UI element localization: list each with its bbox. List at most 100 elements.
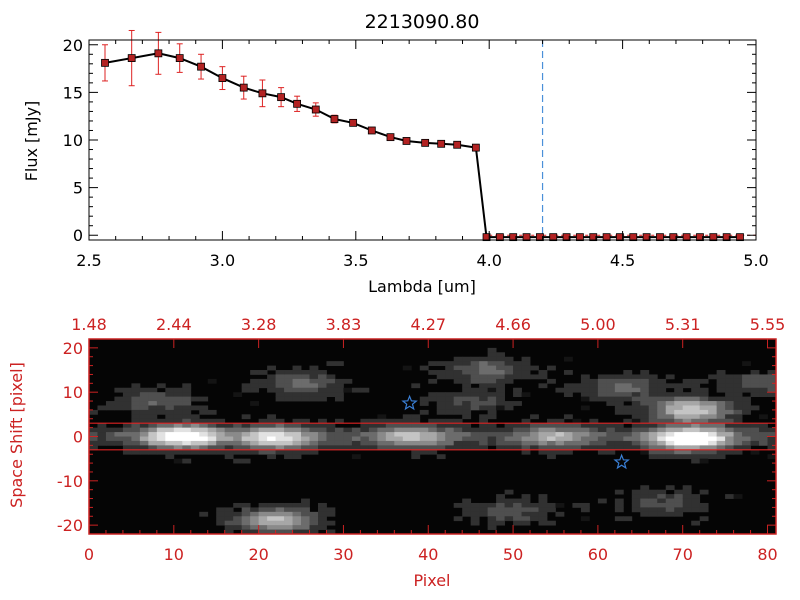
top-axis-label: 5.31 xyxy=(665,315,701,334)
heatmap-cell xyxy=(318,383,327,389)
heatmap-cell xyxy=(708,432,718,437)
heatmap-cell xyxy=(411,432,421,437)
heatmap-cell xyxy=(657,454,667,460)
heatmap-cell xyxy=(258,516,268,522)
heatmap-cell xyxy=(767,374,777,380)
heatmap-cell xyxy=(674,414,684,420)
heatmap-cell xyxy=(309,383,319,389)
heatmap-cell xyxy=(301,498,310,504)
heatmap-cell xyxy=(648,449,658,455)
heatmap-cell xyxy=(445,409,455,415)
heatmap-cell xyxy=(199,432,209,437)
heatmap-cell xyxy=(563,436,573,442)
heatmap-cell xyxy=(267,432,276,437)
heatmap-cell xyxy=(487,383,497,389)
heatmap-cell xyxy=(199,445,209,451)
heatmap-cell xyxy=(267,365,276,371)
heatmap-cell xyxy=(114,401,124,406)
heatmap-cell xyxy=(216,507,226,513)
heatmap-cell xyxy=(445,405,455,411)
heatmap-cell xyxy=(165,449,175,455)
heatmap-cell xyxy=(496,445,505,451)
heatmap-cell xyxy=(148,396,158,402)
heatmap-cell xyxy=(521,392,531,398)
heatmap-cell xyxy=(258,520,268,526)
heatmap-cell xyxy=(657,436,667,442)
heatmap-cell xyxy=(631,423,641,429)
heatmap-cell xyxy=(614,516,624,522)
heatmap-cell xyxy=(275,520,285,526)
heatmap-cell xyxy=(547,423,556,429)
heatmap-cell xyxy=(462,401,472,406)
heatmap-cell xyxy=(326,374,336,380)
heatmap-cell xyxy=(139,409,149,415)
heatmap-cell xyxy=(453,427,463,433)
heatmap-cell xyxy=(411,440,421,446)
heatmap-cell xyxy=(657,405,667,411)
heatmap-cell xyxy=(699,387,709,393)
heatmap-cell xyxy=(173,436,183,442)
heatmap-cell xyxy=(733,436,743,442)
heatmap-cell xyxy=(750,387,760,393)
heatmap-cell xyxy=(716,374,726,380)
heatmap-cell xyxy=(453,502,463,508)
heatmap-cell xyxy=(648,405,658,411)
heatmap-cell xyxy=(97,427,107,433)
heatmap-cell xyxy=(250,370,260,375)
heatmap-cell xyxy=(207,427,217,433)
heatmap-cell xyxy=(699,445,709,451)
heatmap-cell xyxy=(470,507,480,513)
heatmap-cell xyxy=(470,405,480,411)
heatmap-cell xyxy=(504,378,514,384)
heatmap-cell xyxy=(657,494,667,499)
heatmap-cell xyxy=(640,414,650,420)
heatmap-cell xyxy=(657,418,667,424)
heatmap-cell xyxy=(445,370,455,375)
heatmap-cell xyxy=(419,365,429,371)
heatmap-cell xyxy=(742,383,751,389)
heatmap-cell xyxy=(759,378,768,384)
heatmap-cell xyxy=(614,432,624,437)
heatmap-cell xyxy=(479,365,489,371)
heatmap-cell xyxy=(691,423,701,429)
heatmap-cell xyxy=(614,507,624,513)
heatmap-cell xyxy=(267,374,276,380)
heatmap-cell xyxy=(699,396,709,402)
heatmap-cell xyxy=(665,409,675,415)
heatmap-cell xyxy=(241,440,251,446)
heatmap-cell xyxy=(309,449,319,455)
heatmap-cell xyxy=(241,520,251,526)
heatmap-cell xyxy=(182,401,192,406)
heatmap-cell xyxy=(334,383,344,389)
heatmap-cell xyxy=(623,436,633,442)
heatmap-cell xyxy=(538,507,548,513)
heatmap-cell xyxy=(623,432,633,437)
heatmap-cell xyxy=(462,445,472,451)
heatmap-cell xyxy=(284,454,293,460)
heatmap-cell xyxy=(394,418,404,424)
heatmap-cell xyxy=(496,356,505,362)
heatmap-cell xyxy=(631,418,641,424)
heatmap-cell xyxy=(462,436,472,442)
heatmap-cell xyxy=(351,432,361,437)
heatmap-cell xyxy=(759,423,768,429)
heatmap-cell xyxy=(665,494,675,499)
heatmap-cell xyxy=(572,387,582,393)
heatmap-cell xyxy=(402,365,412,371)
x-tick-label: 30 xyxy=(333,545,353,564)
heatmap-cell xyxy=(114,436,124,442)
heatmap-cell xyxy=(733,405,743,411)
heatmap-cell xyxy=(309,427,319,433)
heatmap-cell xyxy=(275,378,285,384)
heatmap-cell xyxy=(631,374,641,380)
heatmap-cell xyxy=(555,449,565,455)
heatmap-cell xyxy=(708,427,718,433)
heatmap-cell xyxy=(385,427,395,433)
heatmap-cell xyxy=(445,396,455,402)
heatmap-cell xyxy=(742,374,751,380)
heatmap-cell xyxy=(589,445,599,451)
heatmap-cell xyxy=(487,525,497,530)
heatmap-cell xyxy=(513,365,522,371)
heatmap-cell xyxy=(292,502,302,508)
